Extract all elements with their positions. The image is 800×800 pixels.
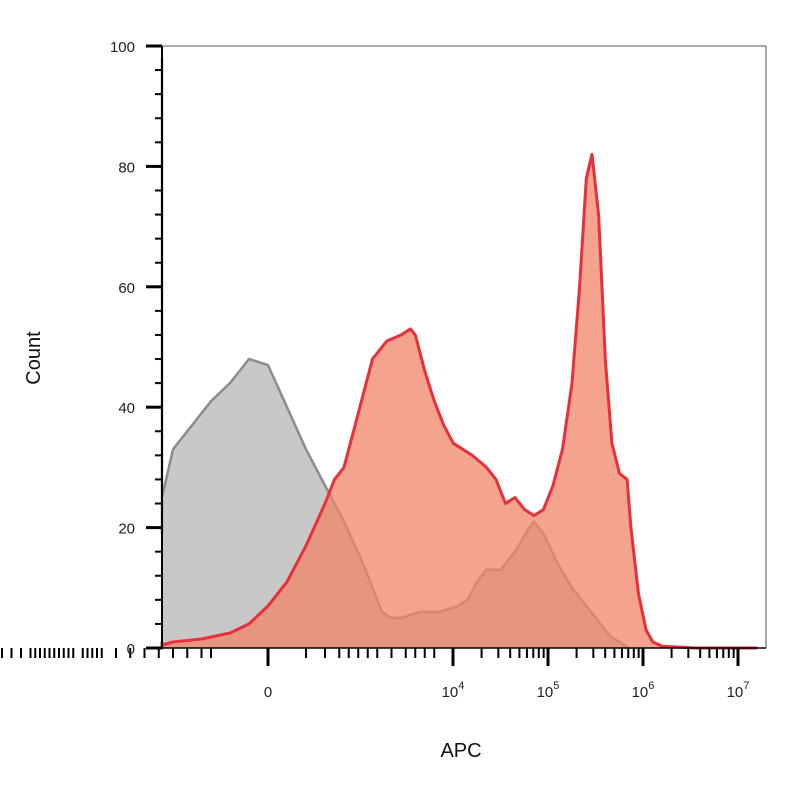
- x-tick-label: 107: [727, 680, 750, 701]
- x-tick-label: 106: [632, 680, 655, 701]
- y-tick-label: 20: [118, 521, 135, 538]
- y-tick-label: 60: [118, 280, 135, 297]
- x-tick-label: 104: [442, 680, 465, 701]
- x-axis-title: APC: [440, 740, 481, 762]
- series-2-area: [162, 154, 758, 648]
- x-tick-label: 105: [537, 680, 560, 701]
- series-1-area: [162, 58, 629, 648]
- x-tick-label: 0: [264, 684, 272, 701]
- y-tick-label: 0: [127, 641, 135, 658]
- y-axis-title: Count: [23, 331, 45, 385]
- y-tick-label: 40: [118, 400, 135, 417]
- y-tick-label: 100: [110, 39, 135, 56]
- series-2-line: [160, 152, 758, 650]
- y-tick-label: 80: [118, 159, 135, 176]
